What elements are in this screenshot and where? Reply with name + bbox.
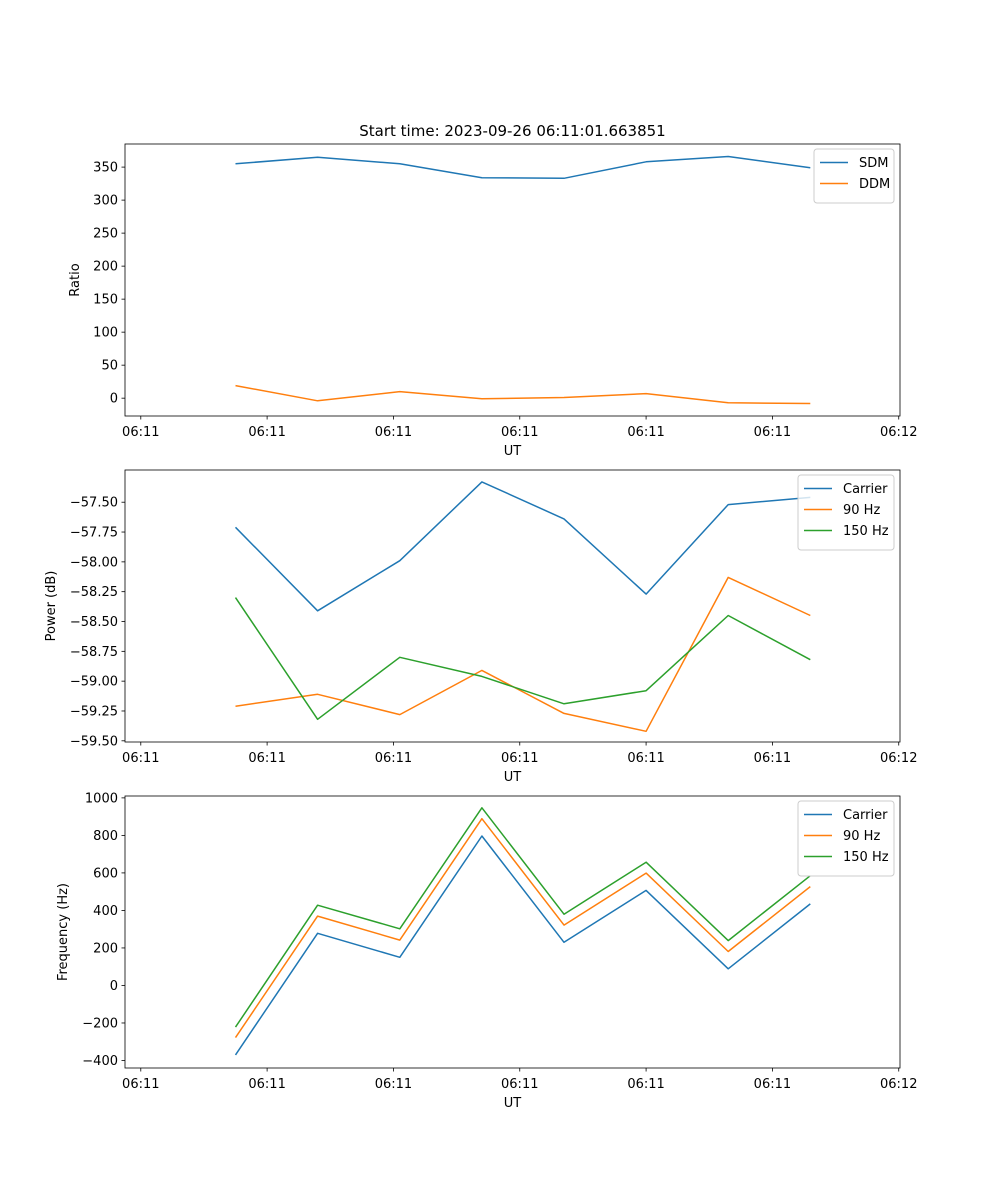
x-tick-label: 06:11 [754,1077,791,1092]
y-tick-label: 250 [93,227,118,242]
legend-label: Carrier [843,808,888,823]
frequency-panel: 06:11 06:11 06:11 06:11 06:11 06:11 06:12 −400 −… [56,791,917,1111]
x-tick-label: 06:11 [754,751,791,766]
y-tick-label: −59.00 [70,675,118,690]
y-tick-label: −400 [82,1054,118,1069]
x-tick-label: 06:11 [627,425,664,440]
y-tick-label: 600 [93,866,118,881]
y-tick-label: 100 [93,326,118,341]
legend-label: 150 Hz [843,850,889,865]
x-tick-label: 06:11 [501,425,538,440]
y-tick-label: 350 [93,161,118,176]
figure-title: Start time: 2023-09-26 06:11:01.663851 [359,122,665,140]
power-series-carrier-line [234,481,811,612]
legend-label: 90 Hz [843,503,880,518]
legend-label: SDM [859,156,888,171]
legend-label: DDM [859,177,890,192]
y-tick-label: −58.75 [70,645,118,660]
y-tick-label: 50 [101,359,118,374]
x-tick-label: 06:11 [248,425,285,440]
x-axis-label: UT [504,1096,522,1111]
y-tick-label: −57.75 [70,526,118,541]
y-tick-label: −57.50 [70,496,118,511]
ratio-series-ddm-line [235,384,811,405]
y-tick-label: −58.00 [70,555,118,570]
x-tick-label: 06:11 [501,1077,538,1092]
y-tick-label: 0 [110,392,118,407]
y-tick-label: 200 [93,941,118,956]
frequency-axes-frame [124,795,901,1069]
x-axis-label: UT [504,444,522,459]
legend-label: 150 Hz [843,524,889,539]
x-tick-label: 06:11 [248,751,285,766]
x-tick-label: 06:12 [880,425,917,440]
y-axis-label: Ratio [68,263,83,296]
power-axes-frame [124,469,901,743]
x-tick-label: 06:11 [122,425,159,440]
y-tick-label: 300 [93,194,118,209]
x-tick-label: 06:12 [880,1077,917,1092]
y-tick-label: 0 [110,979,118,994]
y-tick-label: −58.50 [70,615,118,630]
y-tick-label: 800 [93,829,118,844]
legend-label: Carrier [843,482,888,497]
power-panel: 06:11 06:11 06:11 06:11 06:11 06:11 06:12 −59.5… [44,469,917,785]
x-tick-label: 06:11 [248,1077,285,1092]
y-tick-label: −200 [82,1016,118,1031]
x-tick-label: 06:11 [122,1077,159,1092]
y-tick-label: −59.50 [70,734,118,749]
y-axis-label: Frequency (Hz) [56,883,71,981]
y-tick-label: 1000 [85,791,118,806]
x-tick-label: 06:11 [627,1077,664,1092]
y-tick-label: 200 [93,260,118,275]
x-axis-label: UT [504,770,522,785]
ratio-axes-frame [124,143,901,417]
y-tick-label: 400 [93,904,118,919]
ratio-series-sdm-line [235,155,811,180]
x-tick-label: 06:11 [501,751,538,766]
frequency-series-carrier-line [234,835,811,1056]
power-legend: Carrier 90 Hz 150 Hz [797,474,895,551]
y-tick-label: −59.25 [70,704,118,719]
frequency-legend: Carrier 90 Hz 150 Hz [797,800,895,877]
x-tick-label: 06:11 [754,425,791,440]
ratio-legend: SDM DDM [813,148,895,204]
x-tick-label: 06:11 [122,751,159,766]
y-tick-label: 150 [93,293,118,308]
x-tick-label: 06:11 [375,751,412,766]
x-tick-label: 06:11 [375,1077,412,1092]
ratio-panel: 06:11 06:11 06:11 06:11 06:11 06:11 06:12 0 50 10… [68,143,917,459]
x-tick-label: 06:11 [375,425,412,440]
y-axis-label: Power (dB) [44,571,59,642]
power-series-150-hz-line [234,597,811,721]
power-series-90-hz-line [235,576,811,733]
frequency-series-150-hz-line [234,807,811,1028]
legend-label: 90 Hz [843,829,880,844]
y-tick-label: −58.25 [70,585,118,600]
x-tick-label: 06:12 [880,751,917,766]
frequency-series-90-hz-line [234,817,811,1039]
x-tick-label: 06:11 [627,751,664,766]
